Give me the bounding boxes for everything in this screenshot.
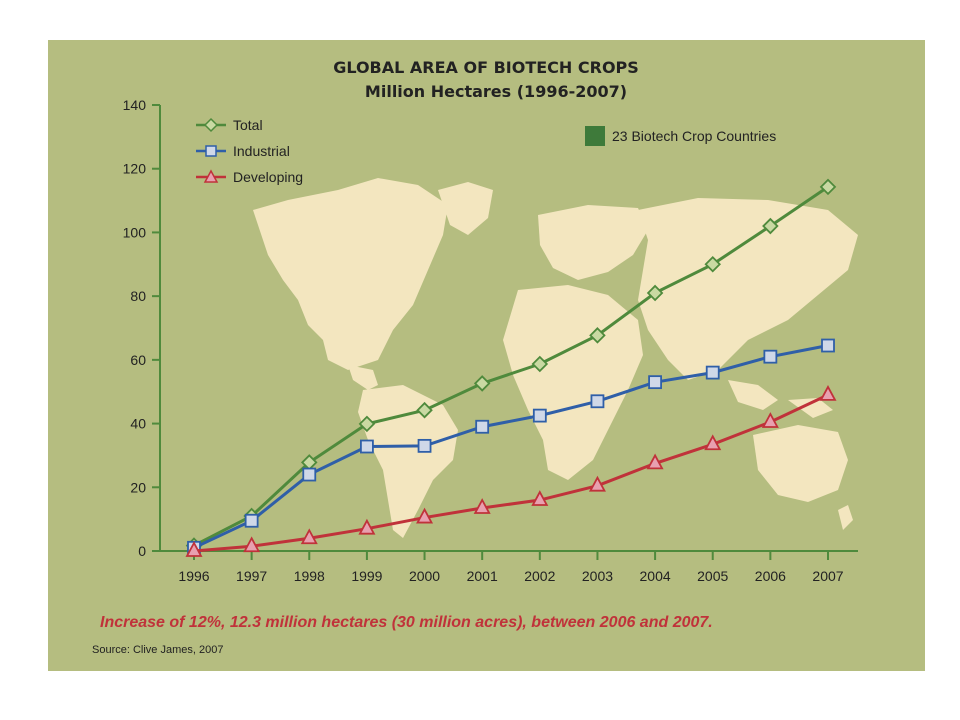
data-point <box>416 507 434 524</box>
data-point <box>589 327 606 344</box>
y-ticks: 0 20 40 60 80 100 120 140 <box>123 97 160 559</box>
triangle-icon <box>203 169 219 183</box>
x-tick-label: 2002 <box>524 568 555 584</box>
annotation-text: Increase of 12%, 12.3 million hectares (… <box>100 614 713 631</box>
legend-item-total: Total <box>196 117 263 133</box>
square-icon <box>205 145 217 157</box>
world-map-background <box>253 178 858 538</box>
series-developing <box>185 385 837 557</box>
y-tick-label: 140 <box>123 97 147 113</box>
data-point <box>358 518 376 535</box>
series-line-industrial <box>193 344 829 550</box>
series-line-total <box>193 185 829 547</box>
x-tick-label: 2000 <box>409 568 440 584</box>
data-point <box>819 178 837 196</box>
data-point <box>821 338 835 353</box>
x-tick-label: 1998 <box>294 568 325 584</box>
y-tick-label: 80 <box>130 288 146 304</box>
x-tick-label: 2004 <box>640 568 671 584</box>
x-tick-label: 2006 <box>755 568 786 584</box>
data-point <box>704 256 722 273</box>
chart-panel: GLOBAL AREA OF BIOTECH CROPS Million Hec… <box>48 40 925 671</box>
data-point <box>473 375 491 392</box>
legend: Total Industrial Developing 23 Biotech C… <box>196 117 776 185</box>
data-point <box>646 453 664 470</box>
data-point <box>531 355 549 373</box>
legend-label-countries: 23 Biotech Crop Countries <box>612 128 776 144</box>
data-point <box>646 284 664 302</box>
x-tick-label: 1996 <box>178 568 209 584</box>
data-point <box>416 401 433 419</box>
y-tick-label: 100 <box>123 224 147 240</box>
data-point <box>762 217 779 235</box>
data-point <box>185 541 203 557</box>
legend-label-industrial: Industrial <box>233 143 290 159</box>
data-point <box>243 536 261 553</box>
diamond-icon <box>203 117 219 133</box>
data-point <box>532 408 547 423</box>
x-tick-label: 2003 <box>582 568 613 584</box>
x-ticks: 1996 1997 1998 1999 2000 2001 2002 2003 2004 2005… <box>178 551 844 584</box>
source-text: Source: Clive James, 2007 <box>92 644 223 656</box>
data-point <box>358 415 376 433</box>
data-point <box>648 375 662 390</box>
data-point <box>705 365 720 380</box>
data-point <box>588 475 606 492</box>
chart: GLOBAL AREA OF BIOTECH CROPS Million Hec… <box>92 58 858 656</box>
x-tick-label: 2001 <box>467 568 498 584</box>
data-point <box>302 467 317 482</box>
y-tick-label: 0 <box>138 543 146 559</box>
data-point <box>761 412 779 428</box>
legend-item-industrial: Industrial <box>196 143 290 159</box>
y-tick-label: 60 <box>130 352 146 368</box>
data-point <box>417 438 432 453</box>
countries-swatch <box>585 126 605 146</box>
legend-label-total: Total <box>233 117 263 133</box>
x-tick-label: 2005 <box>697 568 728 584</box>
series-industrial <box>187 338 835 555</box>
data-point <box>473 498 491 514</box>
x-tick-label: 1997 <box>236 568 267 584</box>
chart-subtitle: Million Hectares (1996-2007) <box>365 82 627 101</box>
series-layer <box>185 178 837 557</box>
data-point <box>819 385 837 401</box>
y-tick-label: 40 <box>130 416 146 432</box>
data-point <box>475 419 490 434</box>
data-point <box>763 349 778 364</box>
x-tick-label: 1999 <box>351 568 382 584</box>
y-tick-label: 20 <box>130 479 146 495</box>
data-point <box>531 490 549 506</box>
legend-label-developing: Developing <box>233 169 303 185</box>
chart-title: GLOBAL AREA OF BIOTECH CROPS <box>333 58 639 77</box>
data-point <box>300 528 318 545</box>
data-point <box>360 439 374 454</box>
legend-item-developing: Developing <box>196 169 303 185</box>
series-line-developing <box>193 393 829 553</box>
x-tick-label: 2007 <box>812 568 843 584</box>
data-point <box>590 394 605 409</box>
y-tick-label: 120 <box>123 161 147 177</box>
data-point <box>704 434 722 451</box>
data-point <box>244 513 259 528</box>
legend-item-countries: 23 Biotech Crop Countries <box>585 126 776 146</box>
